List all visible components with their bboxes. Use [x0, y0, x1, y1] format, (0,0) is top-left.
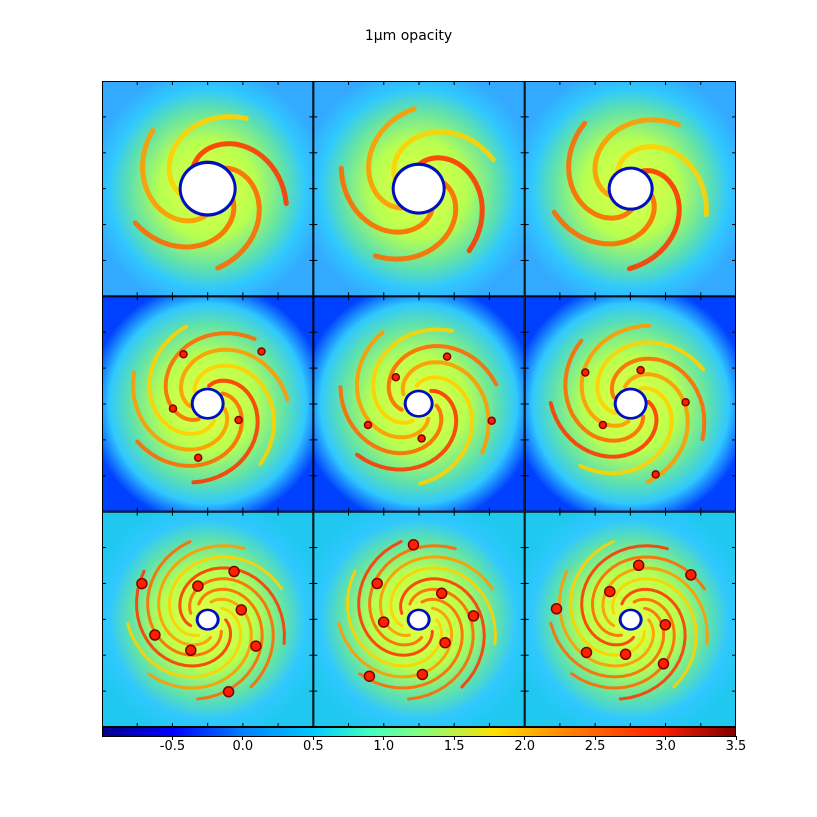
colorbar-tick: [312, 736, 314, 740]
heatmap-panel-9: [524, 511, 736, 727]
clump: [363, 670, 376, 682]
clump: [681, 398, 690, 407]
clump: [179, 350, 188, 359]
clump: [228, 565, 240, 577]
clump: [550, 602, 562, 615]
clump: [149, 628, 161, 641]
clump: [468, 609, 480, 622]
heatmap-panel-7: [102, 511, 314, 727]
inner-hole: [610, 169, 651, 208]
colorbar-tick: [665, 736, 667, 740]
panel-image: [524, 296, 736, 512]
clump: [416, 668, 429, 680]
clump: [580, 368, 590, 378]
colorbar-tick-label: 3.5: [725, 739, 747, 754]
clump: [250, 640, 262, 652]
colorbar-tick-label: 2.0: [514, 739, 535, 754]
colorbar-tick-label: 1.0: [373, 739, 395, 754]
panel-image: [524, 81, 736, 297]
colorbar-tick-label: 3.0: [655, 739, 676, 754]
clump: [632, 559, 645, 571]
clump: [136, 577, 148, 590]
inner-hole: [409, 610, 428, 628]
clump: [391, 373, 401, 382]
panel-image: [313, 511, 525, 727]
clump: [439, 636, 452, 649]
clump: [603, 585, 616, 598]
clump: [257, 347, 266, 357]
heatmap-panel-4: [102, 296, 314, 512]
clump: [659, 618, 671, 631]
inner-hole: [394, 165, 443, 212]
colorbar-tick-label: -0.5: [159, 739, 186, 754]
clump: [436, 587, 448, 599]
colorbar-axis: -0.5 0.0 0.5 1.0 1.5 2.0 2.5 3.0 3.5: [102, 736, 746, 766]
colorbar-tick: [171, 736, 173, 740]
chart-title: 1μm opacity: [364, 28, 453, 44]
heatmap-panel-1: [102, 81, 314, 297]
clump: [168, 404, 178, 414]
panel-image: [102, 511, 314, 727]
clump: [235, 603, 248, 616]
inner-hole: [621, 610, 640, 628]
panel-grid: [102, 81, 736, 727]
clump: [234, 416, 243, 425]
colorbar-tick: [594, 736, 596, 740]
clump: [651, 470, 660, 479]
colorbar-tick: [453, 736, 455, 740]
colorbar-tick: [383, 736, 385, 740]
colorbar-tick: [735, 736, 737, 740]
clump: [185, 644, 197, 656]
heatmap-panel-8: [313, 511, 525, 727]
heatmap-panel-3: [524, 81, 736, 297]
clump: [192, 580, 204, 592]
clump: [443, 352, 452, 362]
colorbar-tick-label: 0.0: [232, 739, 254, 754]
colorbar-tick-label: 2.5: [584, 739, 606, 754]
clump: [417, 434, 427, 444]
clump: [684, 568, 697, 581]
colorbar-tick: [242, 736, 244, 740]
inner-hole: [198, 610, 217, 628]
panel-image: [102, 81, 314, 297]
clump: [580, 646, 592, 658]
colorbar: [102, 727, 736, 737]
colorbar-tick-label: 1.5: [443, 739, 465, 754]
inner-hole: [406, 392, 431, 416]
panel-image: [313, 296, 525, 512]
clump: [619, 648, 632, 660]
clump: [378, 616, 390, 628]
inner-hole: [616, 390, 645, 418]
clump: [657, 657, 669, 670]
inner-hole: [181, 163, 234, 214]
panel-image: [524, 511, 736, 727]
colorbar-tick-label: 0.5: [302, 739, 324, 754]
clump: [408, 538, 420, 551]
panel-image: [313, 81, 525, 297]
heatmap-panel-6: [524, 296, 736, 512]
heatmap-panel-5: [313, 296, 525, 512]
heatmap-panel-2: [313, 81, 525, 297]
clump: [222, 685, 235, 698]
clump: [598, 421, 607, 430]
clump: [636, 366, 645, 375]
clump: [193, 453, 203, 463]
panel-image: [102, 296, 314, 512]
clump: [487, 416, 497, 426]
clump: [364, 421, 373, 430]
colorbar-tick: [524, 736, 526, 740]
inner-hole: [193, 390, 222, 418]
clump: [371, 577, 384, 589]
